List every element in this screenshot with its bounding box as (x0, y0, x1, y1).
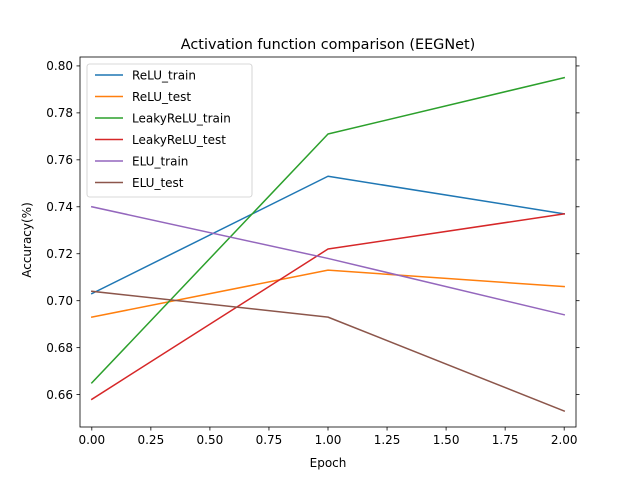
legend-box (86, 63, 253, 198)
x-tick-label: 0.25 (137, 433, 164, 447)
x-tick-label: 0.00 (78, 433, 105, 447)
axis-ticks: 0.00 0.25 0.50 0.75 1.00 1.25 1.50 1.75 2.00 0.66… (46, 59, 580, 447)
y-tick-label: 0.70 (46, 294, 73, 308)
legend-label: ReLU_test (132, 90, 191, 104)
legend-label: LeakyReLU_test (132, 133, 226, 147)
y-tick-label: 0.68 (46, 341, 73, 355)
x-tick-label: 1.75 (492, 433, 519, 447)
x-tick-label: 0.75 (256, 433, 283, 447)
series-line-0 (90, 175, 566, 295)
x-tick-label: 1.25 (374, 433, 401, 447)
chart-title: Activation function comparison (EEGNet) (181, 37, 475, 53)
x-tick-label: 1.50 (433, 433, 460, 447)
legend: ReLU_train ReLU_test LeakyReLU_train LeakyR… (86, 63, 253, 198)
series-line-4 (90, 205, 566, 316)
legend-label: ELU_train (132, 154, 188, 168)
legend-label: ReLU_train (132, 68, 196, 82)
series-line-5 (90, 290, 566, 413)
series-line-3 (90, 212, 566, 401)
legend-label: LeakyReLU_train (132, 111, 231, 125)
x-tick-label: 2.00 (551, 433, 578, 447)
y-tick-label: 0.78 (46, 106, 73, 120)
plot-frame (79, 56, 577, 428)
y-tick-label: 0.72 (46, 247, 73, 261)
x-tick-label: 1.00 (315, 433, 342, 447)
y-tick-label: 0.66 (46, 388, 73, 402)
x-tick-label: 0.50 (197, 433, 224, 447)
y-tick-label: 0.80 (46, 59, 73, 73)
y-tick-label: 0.74 (46, 200, 73, 214)
series-lines (90, 76, 566, 413)
series-line-1 (90, 269, 565, 319)
y-axis-label: Accuracy(%) (20, 202, 34, 278)
legend-label: ELU_test (132, 176, 184, 190)
x-axis-label: Epoch (310, 456, 347, 470)
y-tick-label: 0.76 (46, 153, 73, 167)
